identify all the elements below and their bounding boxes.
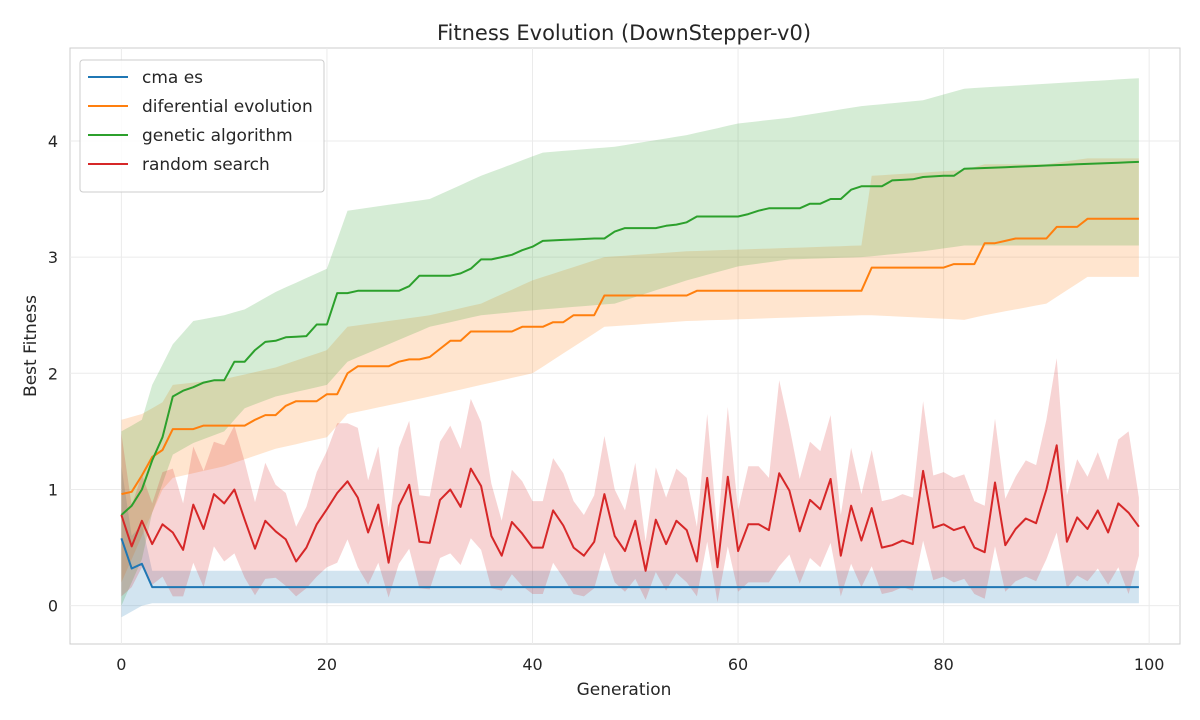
y-tick-label: 0 [48,597,58,616]
cma-es-line [120,537,1139,589]
random-search-line [120,444,1140,572]
x-axis-title: Generation [577,680,672,700]
genetic-algorithm-band [121,78,1139,606]
genetic-algorithm-line [120,160,1139,516]
y-tick-label: 4 [48,132,58,151]
diferential-evolution-line [121,217,1139,496]
series-lines [120,160,1140,589]
x-tick-label: 0 [116,655,126,674]
legend-label: diferential evolution [142,97,313,117]
confidence-bands [121,78,1139,618]
legend: cma es diferential evolution genetic algor… [79,59,325,193]
chart-title: Fitness Evolution (DownStepper-v0) [437,21,811,45]
legend-box [79,59,325,193]
y-axis-ticks: 0 1 2 3 4 [48,132,58,616]
x-tick-label: 80 [933,655,953,674]
y-axis-title: Best Fitness [21,295,41,397]
legend-label: genetic algorithm [142,126,293,146]
x-tick-label: 40 [522,655,542,674]
diferential-evolution-band [121,158,1139,583]
y-tick-label: 3 [48,248,58,267]
x-tick-label: 20 [317,655,337,674]
cma-es-band [121,466,1139,618]
y-tick-label: 2 [48,364,58,383]
legend-label: cma es [142,68,203,88]
x-tick-label: 100 [1134,655,1165,674]
legend-label: random search [142,155,270,175]
x-tick-label: 60 [728,655,748,674]
random-search-band [121,358,1139,603]
x-axis-ticks: 0 20 40 60 80 100 [116,655,1164,674]
y-tick-label: 1 [48,480,58,499]
